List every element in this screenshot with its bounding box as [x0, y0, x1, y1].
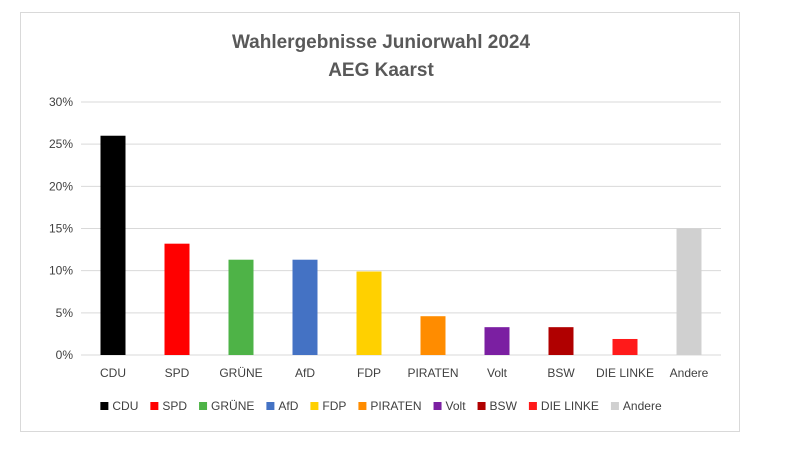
legend-label: CDU: [112, 399, 138, 413]
bar-volt: [484, 327, 510, 355]
legend-item: GRÜNE: [199, 399, 254, 413]
x-category-label: BSW: [547, 366, 575, 380]
legend-item: PIRATEN: [358, 399, 422, 413]
legend-label: PIRATEN: [370, 399, 421, 413]
legend-swatch: [266, 402, 275, 410]
x-category-label: DIE LINKE: [596, 366, 654, 380]
legend-label: AfD: [278, 399, 298, 413]
chart-frame: Wahlergebnisse Juniorwahl 2024 AEG Kaars…: [20, 12, 740, 432]
x-category-label: FDP: [357, 366, 381, 380]
legend-label: GRÜNE: [211, 399, 254, 413]
bar-piraten: [420, 316, 446, 355]
y-tick-label: 25%: [49, 137, 73, 151]
legend-item: CDU: [100, 399, 138, 413]
legend-swatch: [610, 402, 619, 410]
x-category-label: Volt: [487, 366, 508, 380]
legend-swatch: [433, 402, 442, 410]
legend-item: AfD: [266, 399, 299, 413]
x-category-label: Andere: [670, 366, 709, 380]
x-category-label: GRÜNE: [219, 366, 262, 380]
legend-swatch: [150, 402, 159, 410]
x-category-label: SPD: [165, 366, 190, 380]
legend-item: DIE LINKE: [528, 399, 599, 413]
bars: [100, 135, 702, 355]
bar-spd: [164, 243, 190, 355]
y-tick-label: 10%: [49, 264, 73, 278]
x-category-label: CDU: [100, 366, 126, 380]
legend-label: FDP: [322, 399, 346, 413]
legend-swatch: [528, 402, 537, 410]
legend-label: BSW: [490, 399, 518, 413]
y-axis-ticks: 0% 5% 10% 15% 20% 25% 30%: [49, 95, 73, 362]
legend-swatch: [477, 402, 486, 410]
legend-label: Volt: [446, 399, 467, 413]
chart-title-line-2: AEG Kaarst: [328, 60, 434, 81]
legend-label: SPD: [162, 399, 187, 413]
y-tick-label: 30%: [49, 95, 73, 109]
legend-swatch: [358, 402, 367, 410]
x-category-label: AfD: [295, 366, 315, 380]
bar-afd: [292, 259, 318, 355]
legend-label: DIE LINKE: [541, 399, 599, 413]
bar-andere: [676, 228, 702, 355]
chart-title-line-1: Wahlergebnisse Juniorwahl 2024: [232, 32, 531, 53]
legend: CDU SPD GRÜNE AfD FDP PIRATEN Volt BSW DIE LINKE…: [100, 399, 662, 413]
y-tick-label: 20%: [49, 179, 73, 193]
legend-item: BSW: [477, 399, 518, 413]
legend-label: Andere: [623, 399, 662, 413]
y-tick-label: 0%: [56, 348, 74, 362]
x-axis-categories: CDU SPD GRÜNE AfD FDP PIRATEN Volt BSW DIE LINKE…: [100, 366, 709, 380]
legend-item: Volt: [433, 399, 467, 413]
y-tick-label: 15%: [49, 222, 73, 236]
legend-item: Andere: [610, 399, 662, 413]
y-tick-label: 5%: [56, 306, 74, 320]
bar-bsw: [548, 327, 574, 355]
legend-swatch: [310, 402, 319, 410]
legend-item: FDP: [310, 399, 346, 413]
legend-swatch: [199, 402, 208, 410]
bar-grüne: [228, 259, 254, 355]
x-category-label: PIRATEN: [407, 366, 458, 380]
bar-chart: Wahlergebnisse Juniorwahl 2024 AEG Kaars…: [49, 32, 721, 413]
bar-fdp: [356, 271, 382, 355]
legend-swatch: [100, 402, 109, 410]
legend-item: SPD: [150, 399, 187, 413]
bar-die-linke: [612, 338, 638, 355]
bar-cdu: [100, 135, 126, 355]
